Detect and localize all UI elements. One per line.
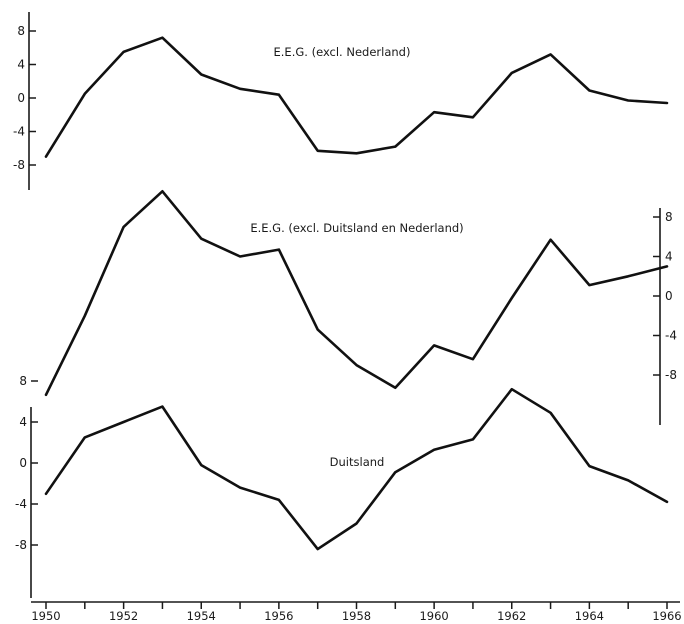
y-tick-label: -8	[665, 368, 677, 382]
y-tick-label: -4	[665, 329, 677, 343]
y-tick-label: 0	[19, 456, 27, 470]
y-tick-label: 4	[19, 415, 27, 429]
panel-title-eeg-excl-nederland: E.E.G. (excl. Nederland)	[274, 45, 411, 59]
panel-eeg-excl-duitsland-en-nederland: 8 4 0 -4 -8 E.E.G. (excl. Duitsland en Neder…	[44, 190, 677, 425]
x-tick-label: 1952	[109, 609, 138, 623]
x-tick-label: 1964	[575, 609, 604, 623]
y-tick-label: 0	[665, 289, 673, 303]
y-tick-label: 4	[665, 250, 673, 264]
y-tick-label: -4	[15, 497, 27, 511]
y-ticks: 8 4 0 -4 -8	[15, 374, 38, 552]
series-line-eeg-excl-duitsland-en-nederland	[44, 190, 669, 397]
panel-duitsland: 8 4 0 -4 -8 Duitsland	[15, 374, 669, 598]
y-tick-label: 8	[665, 210, 673, 224]
x-tick-label: 1958	[342, 609, 371, 623]
x-tick-label: 1960	[419, 609, 448, 623]
y-ticks: 8 4 0 -4 -8	[13, 24, 36, 172]
panel-title-duitsland: Duitsland	[330, 455, 385, 469]
y-tick-label: -4	[13, 125, 25, 139]
x-tick-label: 1962	[497, 609, 526, 623]
series-line-eeg-excl-nederland	[44, 36, 669, 158]
x-ticks: 1950 1952 1954 1956 1958 1960 1962 1964 1966	[31, 602, 682, 623]
panel-title-eeg-excl-duitsland-en-nederland: E.E.G. (excl. Duitsland en Nederland)	[250, 221, 463, 235]
x-tick-label: 1954	[187, 609, 216, 623]
y-tick-label: -8	[15, 538, 27, 552]
y-tick-label: 8	[19, 374, 27, 388]
x-tick-label: 1966	[652, 609, 681, 623]
x-tick-label: 1956	[264, 609, 293, 623]
y-tick-label: 8	[17, 24, 25, 38]
y-ticks: 8 4 0 -4 -8	[653, 210, 677, 382]
y-tick-label: -8	[13, 158, 25, 172]
series-line-duitsland	[44, 387, 669, 551]
x-axis: 1950 1952 1954 1956 1958 1960 1962 1964 1966	[31, 601, 682, 623]
y-tick-label: 0	[17, 91, 25, 105]
x-tick-label: 1950	[31, 609, 60, 623]
y-tick-label: 4	[17, 58, 25, 72]
panel-eeg-excl-nederland: 8 4 0 -4 -8 E.E.G. (excl. Nederland)	[13, 12, 669, 190]
